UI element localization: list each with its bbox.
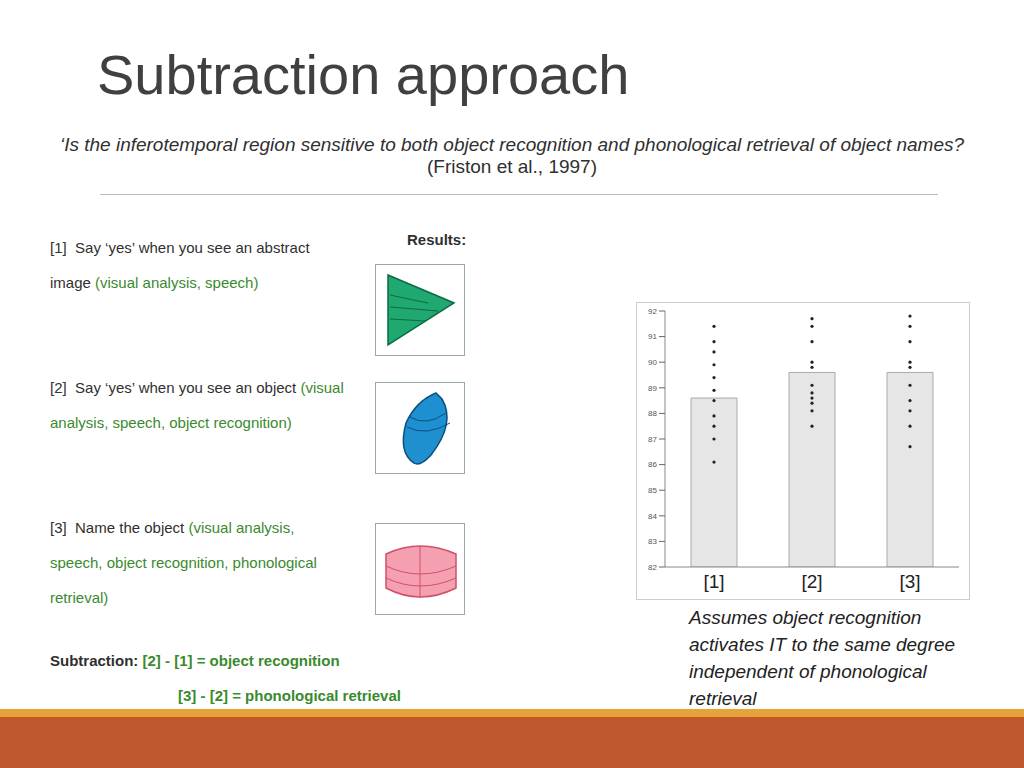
html-text:Name the object (visual analys: Name the object (visual analysis, speech… — [50, 519, 317, 606]
html-text:[2]: [2] — [50, 379, 67, 396]
svg-text:84: 84 — [648, 512, 657, 521]
html-text:‘Is the inferotemporal region: ‘Is the inferotemporal region sensitive … — [59, 134, 964, 155]
html-text:Subtraction approach: Subtraction approach — [97, 43, 630, 106]
html-text:Subtraction: [2] - [1] = objec: Subtraction: [2] - [1] = object recognit… — [50, 652, 340, 669]
html-text:(Friston et al., 1997): (Friston et al., 1997) — [427, 156, 597, 177]
svg-text:87: 87 — [648, 435, 657, 444]
svg-text:89: 89 — [648, 384, 657, 393]
svg-text:82: 82 — [648, 563, 657, 572]
svg-text:[3]: [3] — [899, 571, 920, 592]
svg-text:83: 83 — [648, 537, 657, 546]
svg-text:85: 85 — [648, 486, 657, 495]
svg-text:92: 92 — [648, 307, 657, 316]
svg-text:88: 88 — [648, 409, 657, 418]
html-text:Results:: Results: — [407, 231, 467, 248]
svg-text:91: 91 — [648, 332, 657, 341]
html-text:Say ‘yes’ when you see an abst: Say ‘yes’ when you see an abstract image… — [50, 239, 310, 291]
svg-text:86: 86 — [648, 460, 657, 469]
svg-text:[2]: [2] — [801, 571, 822, 592]
html-text:[1]: [1] — [50, 239, 67, 256]
svg-text:[1]: [1] — [703, 571, 724, 592]
html-text:Say ‘yes’ when you see an obje: Say ‘yes’ when you see an object (visual… — [50, 379, 344, 431]
html-text:[3] - [2] = phonological retri: [3] - [2] = phonological retrieval — [178, 687, 401, 704]
svg-text:90: 90 — [648, 358, 657, 367]
html-text:Assumes object recognition act: Assumes object recognition activates IT … — [689, 607, 956, 709]
html-text:[3]: [3] — [50, 519, 67, 536]
